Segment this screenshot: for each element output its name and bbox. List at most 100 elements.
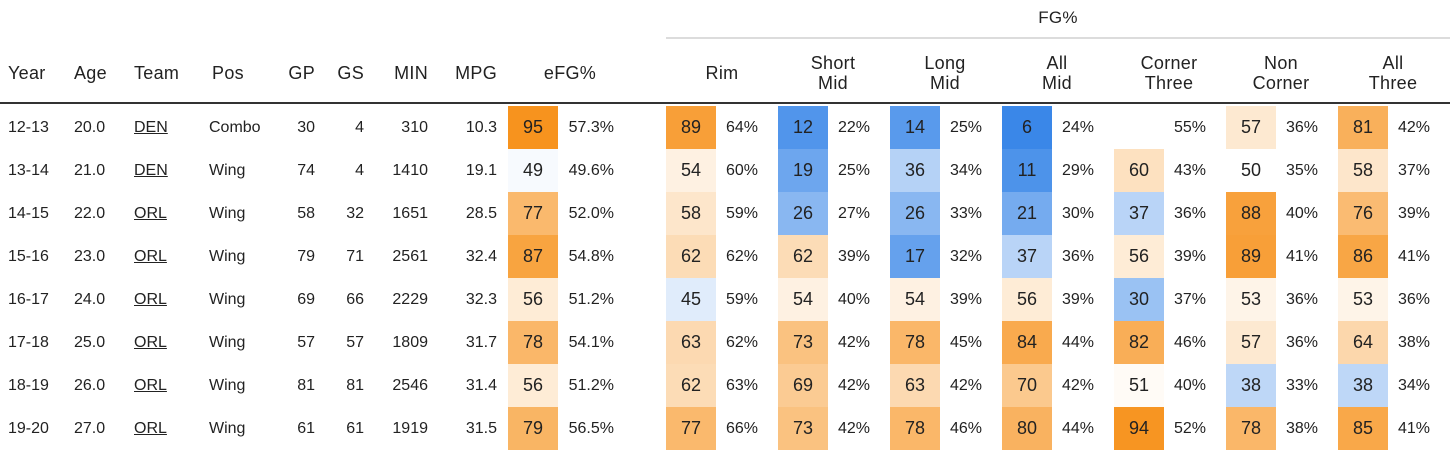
corner-three-percentile: 56	[1114, 235, 1164, 278]
all-mid-percentile: 6	[1002, 106, 1052, 149]
header-all-three-line: All	[1382, 53, 1404, 73]
short-mid-percentile: 54	[778, 278, 828, 321]
corner-three-percentile: 94	[1114, 407, 1164, 450]
efg-percentile: 77	[508, 192, 558, 235]
non-corner-value: 35%	[1285, 162, 1318, 179]
cell-gs: 66	[346, 291, 364, 308]
cell-mpg: 31.5	[465, 420, 497, 437]
table-row: 19-20 27.0 ORL Wing 61 61 1919 31.5 79 56.5% 77 66%…	[0, 407, 1456, 450]
all-mid-value: 36%	[1061, 248, 1094, 265]
corner-three-value: 36%	[1173, 205, 1206, 222]
efg-percentile: 95	[508, 106, 558, 149]
header-short-mid-line: Short	[810, 53, 856, 73]
cell-gp: 69	[297, 291, 315, 308]
rim-value: 60%	[725, 162, 758, 179]
cell-min: 1651	[392, 205, 428, 222]
all-three-value: 39%	[1397, 205, 1430, 222]
all-three-percentile: 76	[1338, 192, 1388, 235]
all-mid-percentile: 56	[1002, 278, 1052, 321]
all-three-value: 41%	[1397, 420, 1430, 437]
header-all-mid: All Mid	[997, 46, 1117, 100]
long-mid-percentile: 78	[890, 321, 940, 364]
all-mid-value: 39%	[1061, 291, 1094, 308]
team-link[interactable]: ORL	[134, 334, 167, 351]
long-mid-value: 45%	[949, 334, 982, 351]
efg-percentile: 79	[508, 407, 558, 450]
non-corner-percentile: 38	[1226, 364, 1276, 407]
cell-gs: 4	[355, 162, 364, 179]
all-three-value: 37%	[1397, 162, 1430, 179]
efg-value: 51.2%	[568, 291, 614, 308]
all-mid-percentile: 37	[1002, 235, 1052, 278]
cell-pos: Wing	[209, 205, 246, 222]
all-mid-value: 44%	[1061, 420, 1094, 437]
header-team: Team	[134, 46, 194, 100]
rim-percentile: 62	[666, 235, 716, 278]
cell-age: 27.0	[74, 420, 106, 437]
cell-mpg: 32.3	[465, 291, 497, 308]
all-mid-percentile: 70	[1002, 364, 1052, 407]
rim-percentile: 63	[666, 321, 716, 364]
table-row: 18-19 26.0 ORL Wing 81 81 2546 31.4 56 51.2% 62 63%…	[0, 364, 1456, 407]
short-mid-percentile: 62	[778, 235, 828, 278]
corner-three-value: 46%	[1173, 334, 1206, 351]
header-efg-label: eFG%	[543, 63, 597, 83]
header-non-corner: Non Corner	[1221, 46, 1341, 100]
cell-pos: Wing	[209, 248, 246, 265]
non-corner-value: 36%	[1285, 334, 1318, 351]
header-gs-label: GS	[337, 63, 364, 83]
short-mid-value: 40%	[837, 291, 870, 308]
team-link[interactable]: ORL	[134, 248, 167, 265]
team-link[interactable]: ORL	[134, 291, 167, 308]
cell-min: 2229	[392, 291, 428, 308]
header-corner-three: Corner Three	[1109, 46, 1229, 100]
header-efg: eFG%	[510, 46, 630, 100]
header-all-three-line: Three	[1368, 73, 1418, 93]
all-mid-percentile: 21	[1002, 192, 1052, 235]
header-age-label: Age	[74, 63, 107, 83]
non-corner-percentile: 88	[1226, 192, 1276, 235]
long-mid-value: 32%	[949, 248, 982, 265]
cell-age: 22.0	[74, 205, 106, 222]
all-mid-value: 44%	[1061, 334, 1094, 351]
cell-pos: Wing	[209, 162, 246, 179]
all-three-percentile: 53	[1338, 278, 1388, 321]
cell-gp: 74	[297, 162, 315, 179]
rim-percentile: 89	[666, 106, 716, 149]
corner-three-value: 55%	[1173, 119, 1206, 136]
all-mid-percentile: 11	[1002, 149, 1052, 192]
header-long-mid-line: Mid	[930, 73, 960, 93]
cell-min: 1410	[392, 162, 428, 179]
long-mid-percentile: 63	[890, 364, 940, 407]
header-mpg-label: MPG	[455, 63, 497, 83]
long-mid-percentile: 54	[890, 278, 940, 321]
efg-value: 56.5%	[568, 420, 614, 437]
table-row: 16-17 24.0 ORL Wing 69 66 2229 32.3 56 51.2% 45 59%…	[0, 278, 1456, 321]
cell-min: 2546	[392, 377, 428, 394]
team-link[interactable]: DEN	[134, 162, 168, 179]
rim-value: 59%	[725, 291, 758, 308]
team-link[interactable]: ORL	[134, 205, 167, 222]
group-header-rule	[666, 37, 1450, 39]
header-all-mid-line: All	[1046, 53, 1068, 73]
non-corner-percentile: 57	[1226, 106, 1276, 149]
cell-gp: 58	[297, 205, 315, 222]
cell-gp: 79	[297, 248, 315, 265]
team-link[interactable]: ORL	[134, 377, 167, 394]
team-link[interactable]: DEN	[134, 119, 168, 136]
non-corner-percentile: 57	[1226, 321, 1276, 364]
corner-three-value: 37%	[1173, 291, 1206, 308]
cell-age: 25.0	[74, 334, 106, 351]
cell-mpg: 10.3	[465, 119, 497, 136]
efg-percentile: 56	[508, 278, 558, 321]
header-gp: GP	[270, 46, 315, 100]
cell-year: 18-19	[8, 377, 49, 394]
all-mid-percentile: 84	[1002, 321, 1052, 364]
cell-gs: 57	[346, 334, 364, 351]
cell-gp: 61	[297, 420, 315, 437]
team-link[interactable]: ORL	[134, 420, 167, 437]
short-mid-percentile: 19	[778, 149, 828, 192]
all-three-value: 42%	[1397, 119, 1430, 136]
all-three-value: 36%	[1397, 291, 1430, 308]
table-row: 15-16 23.0 ORL Wing 79 71 2561 32.4 87 54.8% 62 62%…	[0, 235, 1456, 278]
